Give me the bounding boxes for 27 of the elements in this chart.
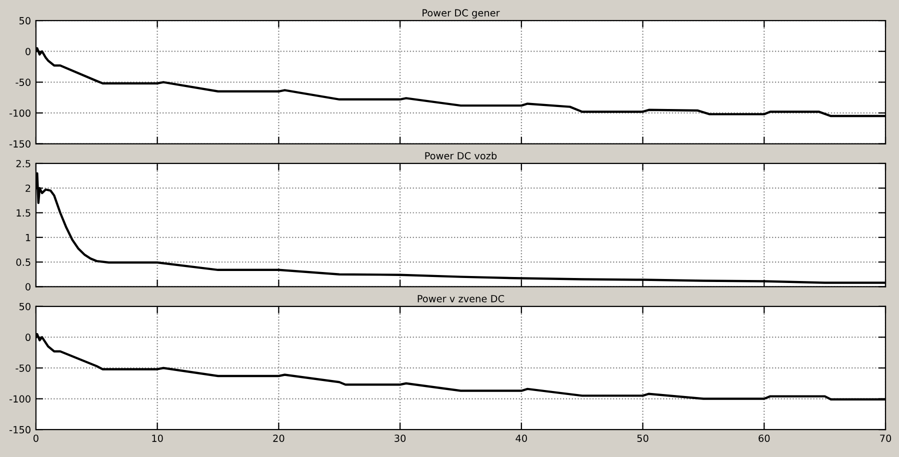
y-tick-label: 0 xyxy=(26,283,30,291)
chart-title: Power DC gener xyxy=(422,9,500,18)
y-tick-label: 50 xyxy=(19,17,30,24)
y-tick-label: 0.5 xyxy=(16,258,30,266)
y-tick-label: 1 xyxy=(26,234,30,242)
x-tick-label: 50 xyxy=(637,434,648,442)
y-tick-label: 2.5 xyxy=(16,160,30,168)
x-tick-label: 30 xyxy=(394,434,406,442)
y-tick-label: 50 xyxy=(19,302,30,310)
chart-title: Power DC vozb xyxy=(425,152,497,160)
x-tick-label: 20 xyxy=(273,434,284,442)
y-tick-label: -50 xyxy=(16,364,30,372)
x-tick-label: 10 xyxy=(152,434,163,442)
x-tick-label: 40 xyxy=(516,434,527,442)
y-tick-label: 2 xyxy=(26,184,30,192)
chart-title: Power v zvene DC xyxy=(418,295,504,302)
y-tick-label: 0 xyxy=(26,48,30,56)
y-tick-label: 0 xyxy=(26,334,30,342)
y-tick-label: -50 xyxy=(16,78,30,86)
x-tick-label: 0 xyxy=(34,434,38,442)
y-tick-label: -100 xyxy=(10,109,30,117)
y-tick-label: -100 xyxy=(10,395,30,403)
y-tick-label: -150 xyxy=(10,140,30,148)
x-tick-label: 60 xyxy=(758,434,770,442)
y-tick-label: 1.5 xyxy=(16,209,30,217)
x-tick-label: 70 xyxy=(880,434,892,442)
y-tick-label: -150 xyxy=(10,426,30,434)
